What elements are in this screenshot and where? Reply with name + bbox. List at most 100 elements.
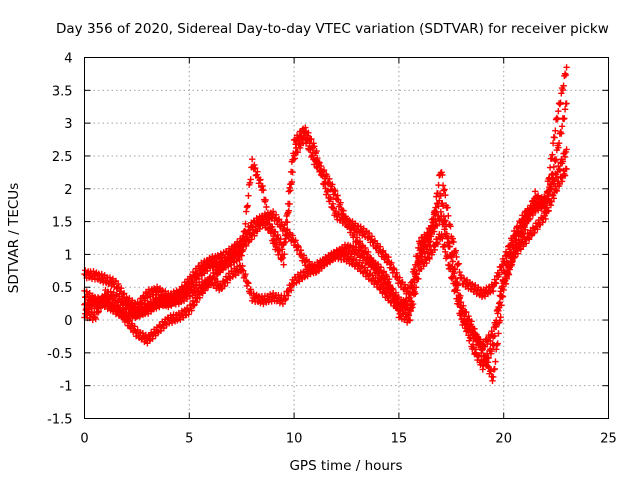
data-point-marker	[426, 255, 433, 263]
data-point-marker	[451, 270, 458, 277]
data-point-marker	[440, 187, 448, 194]
data-point-marker	[558, 90, 565, 97]
data-point-marker	[285, 188, 293, 195]
data-point-marker	[332, 187, 339, 195]
data-point-marker	[296, 144, 304, 152]
data-point-marker	[356, 259, 363, 266]
data-point-marker	[441, 241, 448, 249]
data-point-marker	[304, 137, 311, 144]
data-point-marker	[260, 186, 267, 194]
data-point-marker	[380, 268, 388, 275]
data-point-marker	[559, 158, 567, 165]
data-point-marker	[353, 234, 361, 241]
data-point-marker	[493, 317, 500, 324]
y-tick-label: 2.5	[52, 150, 73, 165]
data-point-marker	[485, 354, 492, 362]
y-tick-label: 0	[64, 314, 72, 329]
data-point-marker	[309, 149, 317, 157]
data-point-marker	[377, 264, 385, 271]
data-point-marker	[111, 299, 119, 306]
data-point-marker	[288, 178, 296, 186]
data-point-marker	[256, 225, 263, 233]
x-tick-label: 5	[185, 432, 193, 447]
data-point-marker	[92, 315, 99, 323]
data-point-marker	[409, 304, 416, 311]
data-point-marker	[118, 295, 126, 302]
data-point-marker	[495, 330, 502, 337]
data-point-marker	[503, 273, 510, 281]
data-point-marker	[283, 231, 290, 239]
data-point-marker	[497, 314, 504, 321]
data-point-marker	[254, 168, 261, 175]
data-point-marker	[496, 300, 503, 307]
data-point-marker	[350, 242, 357, 250]
data-point-marker	[273, 241, 281, 248]
data-point-marker	[306, 142, 314, 150]
data-point-marker	[451, 287, 458, 295]
data-point-marker	[553, 187, 561, 195]
data-point-marker	[188, 307, 195, 314]
data-point-marker	[385, 253, 392, 261]
data-point-marker	[412, 284, 420, 291]
data-point-marker	[555, 108, 562, 115]
data-point-marker	[397, 296, 405, 303]
data-point-marker	[508, 258, 516, 266]
data-point-marker	[415, 275, 422, 283]
data-point-marker	[549, 171, 557, 179]
data-point-marker	[521, 221, 528, 229]
data-point-marker	[282, 235, 290, 243]
data-point-marker	[364, 267, 371, 274]
data-point-marker	[396, 274, 403, 281]
data-point-marker	[547, 202, 555, 209]
data-point-marker	[405, 312, 412, 319]
data-point-marker	[286, 200, 293, 208]
data-point-marker	[439, 182, 447, 189]
data-point-marker	[560, 82, 567, 89]
data-point-marker	[494, 306, 501, 313]
data-point-marker	[561, 106, 569, 113]
data-point-marker	[278, 256, 285, 263]
data-point-marker	[291, 155, 299, 162]
data-point-marker	[548, 155, 555, 162]
data-point-marker	[434, 240, 442, 248]
data-point-marker	[424, 232, 432, 239]
data-point-marker	[526, 215, 534, 223]
data-point-marker	[490, 333, 497, 340]
data-point-marker	[236, 256, 243, 263]
data-point-marker	[482, 361, 489, 368]
data-point-marker	[490, 373, 497, 381]
data-point-marker	[522, 240, 530, 247]
data-point-marker	[522, 226, 529, 233]
data-point-marker	[244, 202, 251, 209]
data-point-marker	[365, 229, 373, 237]
data-point-marker	[455, 260, 462, 267]
data-point-marker	[310, 140, 317, 147]
data-point-marker	[488, 328, 495, 335]
data-point-marker	[270, 235, 278, 243]
data-point-marker	[555, 144, 562, 151]
data-point-marker	[385, 275, 393, 283]
data-point-marker	[441, 186, 448, 193]
data-point-marker	[433, 222, 441, 229]
data-point-marker	[302, 124, 309, 131]
series-track-b	[81, 100, 570, 384]
data-point-marker	[409, 300, 417, 308]
y-tick-label: -1	[60, 380, 73, 395]
data-point-marker	[350, 255, 357, 263]
data-point-marker	[84, 269, 91, 276]
data-point-marker	[114, 280, 122, 288]
data-point-marker	[267, 224, 275, 231]
data-point-marker	[303, 136, 311, 143]
data-point-marker	[313, 147, 320, 155]
data-point-marker	[317, 162, 325, 170]
series-track-c	[81, 64, 570, 373]
data-point-marker	[442, 217, 449, 224]
data-point-marker	[427, 222, 435, 229]
data-point-marker	[276, 247, 284, 254]
data-point-marker	[448, 254, 455, 261]
data-point-marker	[123, 312, 130, 320]
data-point-marker	[85, 306, 93, 313]
data-point-marker	[425, 254, 433, 261]
data-point-marker	[469, 341, 477, 348]
data-point-marker	[245, 192, 252, 199]
